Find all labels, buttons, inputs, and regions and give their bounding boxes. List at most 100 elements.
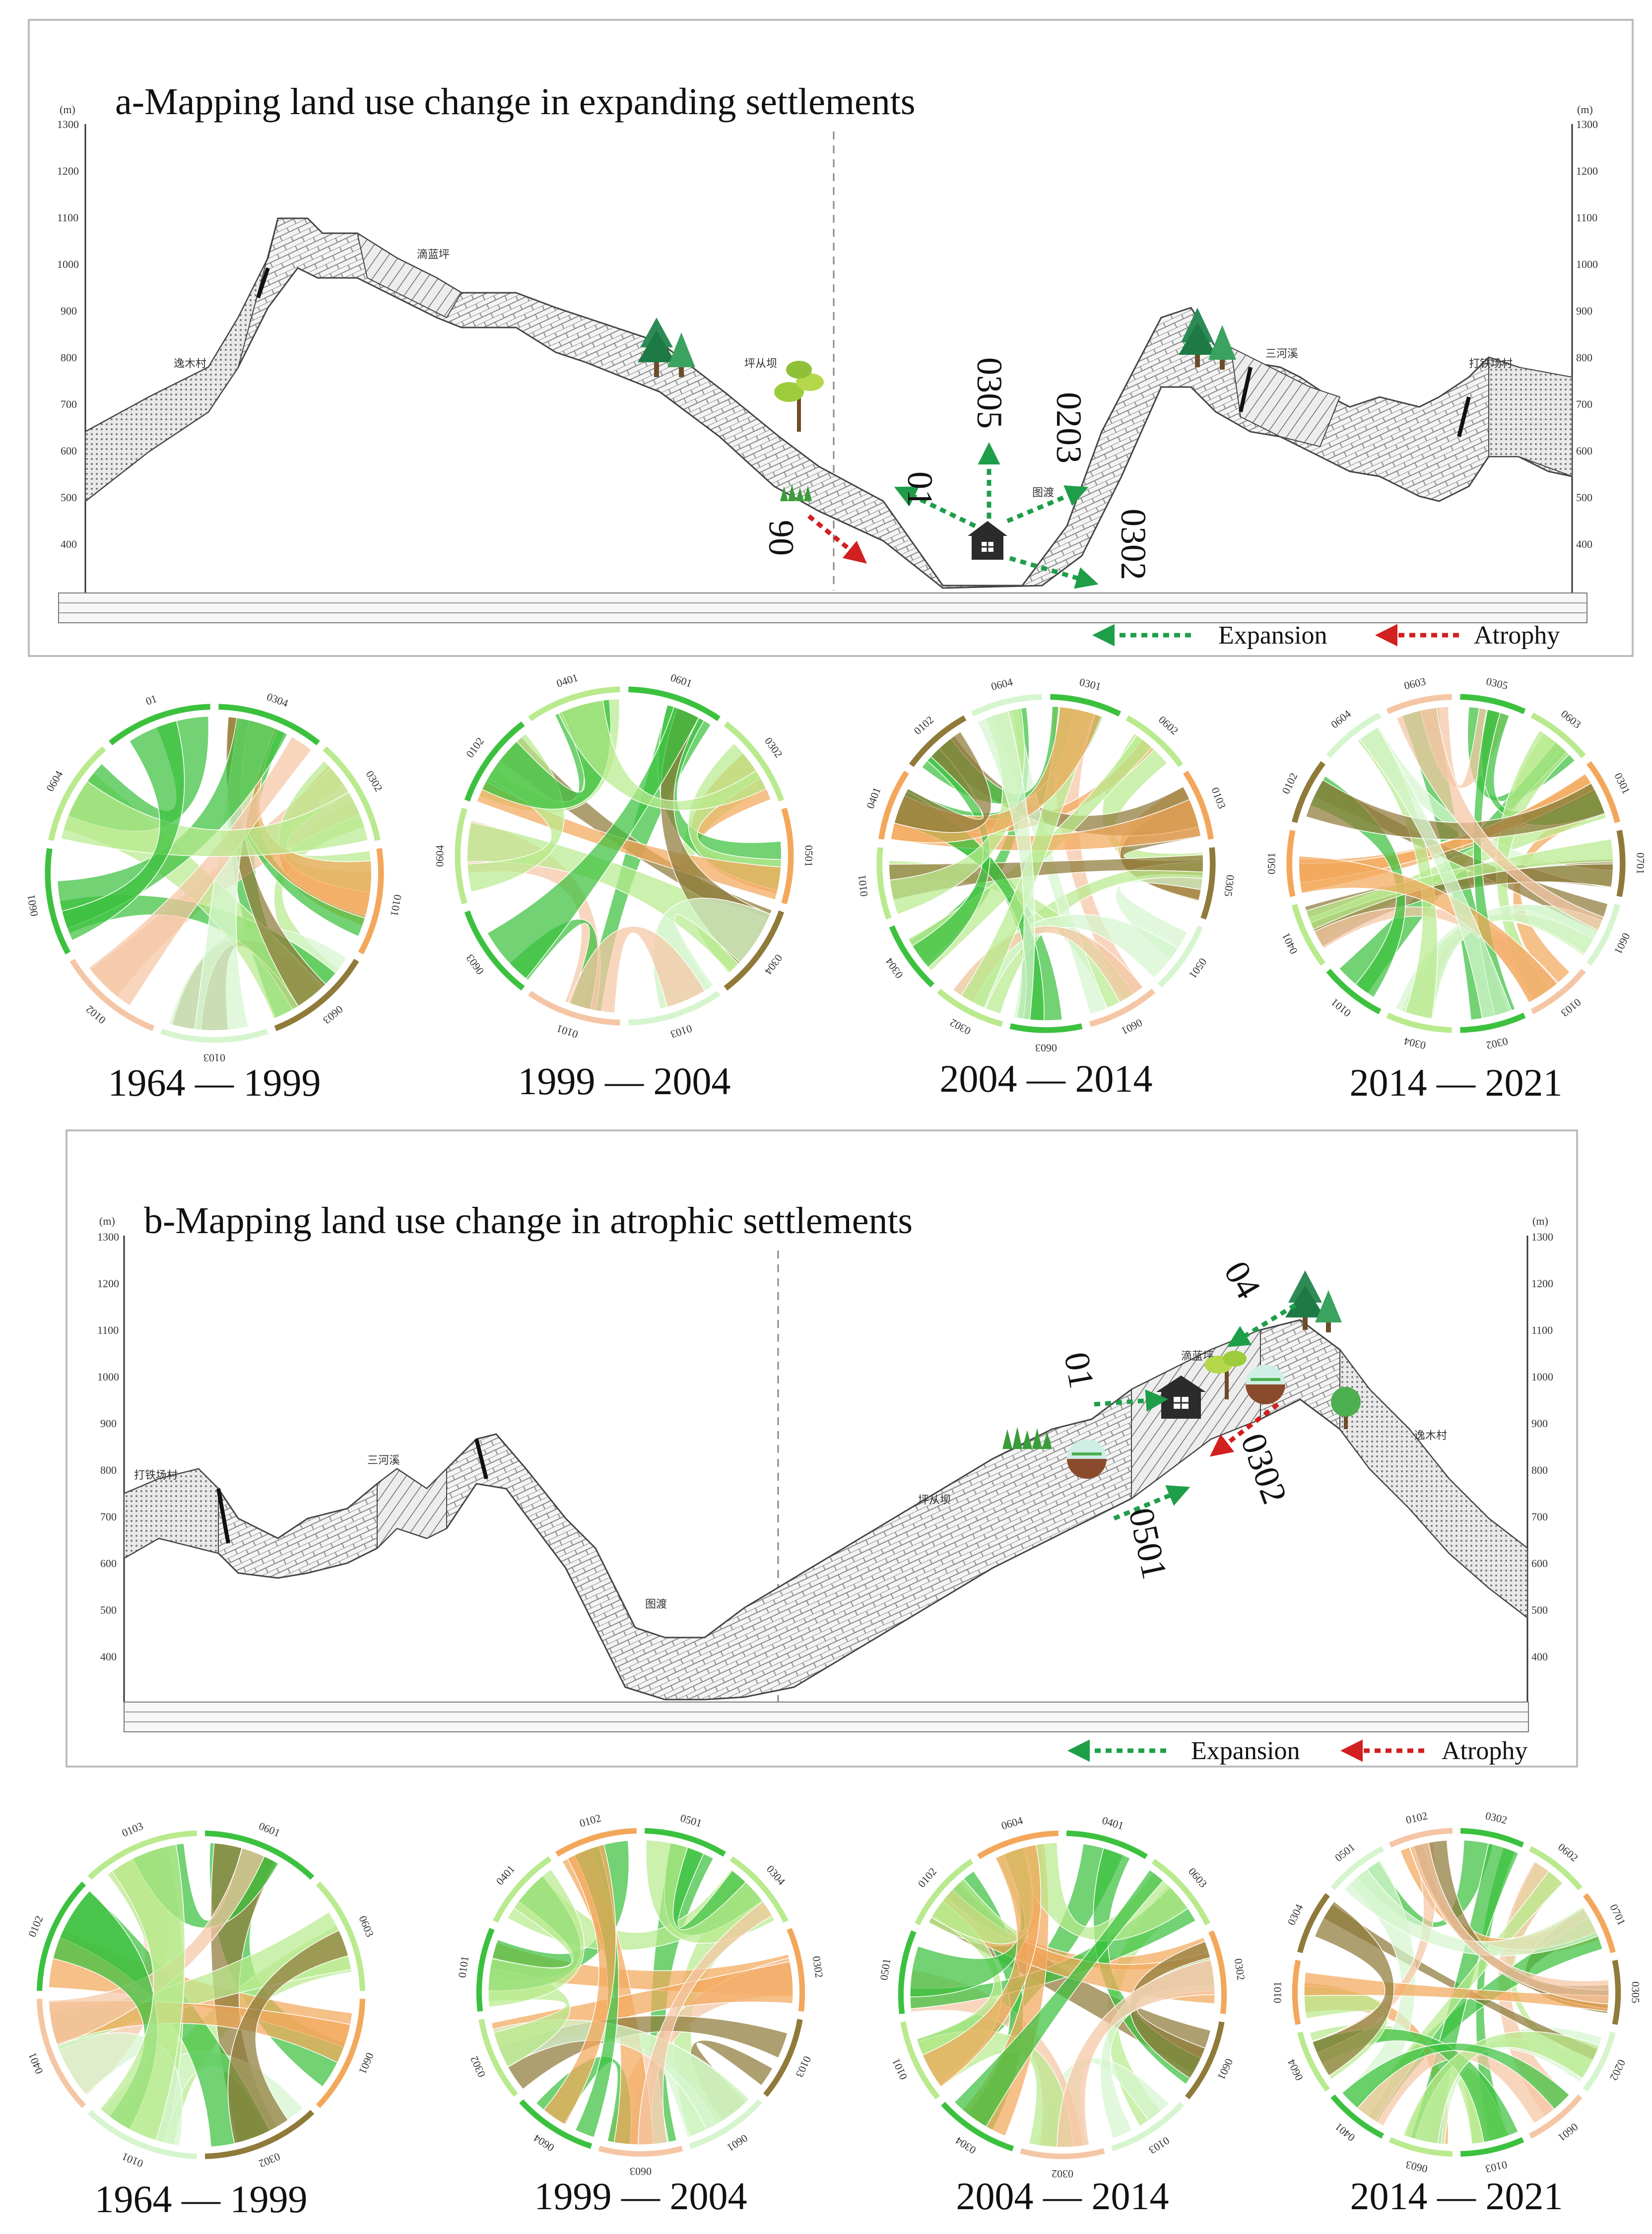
chord-group-arc [45, 848, 71, 955]
chord-group-arc [519, 2099, 593, 2149]
chord-ribbon [543, 1843, 616, 2125]
chord-group-label: 0103 [669, 1022, 694, 1041]
y-tick: 800 [61, 351, 77, 364]
arrow-code: 01 [1057, 1349, 1102, 1391]
y-tick: 600 [100, 1557, 117, 1570]
chord-group-label: 0304 [1285, 1902, 1306, 1927]
panel-b: b-Mapping land use change in atrophic se… [66, 1129, 1578, 1768]
chord-group-label: 0102 [1404, 1809, 1428, 1826]
legend-expansion-label: Expansion [1191, 1737, 1300, 1765]
chord-group-arc [1183, 771, 1214, 840]
chord-group-label: 0103 [203, 1052, 225, 1064]
chord-group-label: 0604 [1000, 1814, 1024, 1832]
chord-group-label: 0401 [555, 671, 580, 689]
y-tick: 500 [1531, 1604, 1548, 1616]
chord-group-arc [1612, 1960, 1621, 2025]
arrow-expansion-0203: 0203 [1006, 392, 1089, 524]
chord-ribbon [88, 736, 313, 1006]
chord-group-arc [763, 2019, 803, 2097]
chord-group-label: 0103 [1559, 996, 1584, 1019]
y-tick: 1200 [97, 1277, 119, 1290]
chord-group-label: 0604 [433, 845, 446, 867]
chord-group-label: 0603 [463, 952, 486, 977]
chord-group-arc [1530, 969, 1586, 1014]
y-tick: 900 [100, 1417, 117, 1430]
chord-group-arc [1330, 1846, 1384, 1891]
y-tick: 1100 [1531, 1324, 1553, 1336]
chord-group-arc [1460, 2137, 1524, 2157]
chord-group-arc [87, 2109, 198, 2160]
tree-icon [1179, 308, 1236, 370]
chord-ribbon [558, 700, 767, 811]
chord-ribbon [488, 1868, 585, 2008]
y-tick: 1300 [57, 118, 79, 131]
panel-b-title: b-Mapping land use change in atrophic se… [144, 1200, 913, 1242]
place-label: 图渡 [645, 1598, 667, 1610]
y-tick: 1200 [57, 165, 79, 177]
chord-group-arc [316, 1998, 366, 2108]
chord-group-arc [628, 990, 721, 1026]
arrow-code: 06 [761, 520, 801, 556]
chord-ribbon [1395, 707, 1604, 931]
chord-group-label: 0102 [463, 735, 486, 760]
chord-group-arc [724, 721, 785, 802]
chord-diagram-a-3: 0301 0602 0103 0305 0501 0601 0603 0302 0304 0101… [856, 675, 1237, 1054]
period-caption: 1999 — 2004 [534, 2174, 747, 2218]
house-icon [968, 521, 1007, 560]
period-caption: 2004 — 2014 [940, 1057, 1153, 1100]
chord-group-label: 0602 [1156, 714, 1181, 737]
y-tick: 600 [1576, 445, 1592, 457]
chord-group-label: 0604 [1285, 2057, 1306, 2082]
panel-a-title: a-Mapping land use change in expanding s… [115, 81, 915, 123]
y-tick: 1200 [1531, 1277, 1553, 1290]
chord-ribbon [645, 1840, 776, 1944]
tree-icon [1285, 1270, 1342, 1332]
chord-group-label: 0301 [1612, 771, 1633, 795]
place-label: 坪从坝 [918, 1494, 951, 1506]
chord-group-label: 0401 [1332, 2121, 1357, 2144]
legend-atrophy-label: Atrophy [1474, 621, 1560, 650]
chord-group-label: 0603 [321, 1003, 345, 1026]
period-caption: 2004 — 2014 [956, 2174, 1169, 2218]
chord-ribbon [922, 1844, 1042, 2088]
chord-group-arc [898, 1930, 917, 2014]
chord-group-arc [1200, 847, 1216, 920]
y-tick: 800 [1531, 1464, 1548, 1476]
chord-diagram-b-3: 0401 0603 0302 0601 0103 0302 0304 0101 0501 0102… [877, 1814, 1247, 2180]
panel-a-y-ticks-left: 1300 1200 1100 1000 900 800 700 600 500 … [57, 118, 79, 550]
legend-expansion-label: Expansion [1218, 621, 1327, 650]
chord-group-label: 0103 [793, 2054, 814, 2079]
place-label: 三河溪 [367, 1454, 400, 1466]
chord-group-label: 0304 [764, 1863, 788, 1888]
y-tick: 800 [1576, 351, 1592, 364]
y-tick: 400 [100, 1650, 117, 1663]
chord-group-arc [528, 990, 620, 1026]
chord-ribbon [61, 720, 185, 941]
chord-group-arc [1020, 2148, 1105, 2160]
chord-group-arc [204, 2109, 315, 2160]
chord-group-arc [1089, 988, 1156, 1027]
y-tick: 700 [100, 1511, 117, 1523]
chord-group-arc [1586, 904, 1620, 966]
chord-group-label: 0302 [1485, 1035, 1509, 1052]
place-label: 逸木村 [174, 357, 206, 370]
chord-diagram-a-4: 0305 0603 0301 0701 0601 0103 0302 0304 0101 0401… [1265, 675, 1647, 1052]
chord-group-label: 0604 [990, 675, 1014, 693]
period-captions-row-a: 1964 — 1999 1999 — 2004 2004 — 2014 2014… [108, 1057, 1563, 1104]
y-tick: 900 [61, 305, 77, 317]
grass-icon [780, 484, 812, 501]
chord-group-arc [48, 746, 106, 841]
panel-b-y-ticks-right: 1300 1200 1100 1000 900 800 700 600 500 … [1531, 1231, 1553, 1663]
chord-group-label: 0302 [762, 735, 785, 760]
chord-group-arc [1185, 2021, 1225, 2100]
y-tick: 1300 [1576, 118, 1598, 131]
y-tick: 1000 [1531, 1371, 1553, 1383]
tree-icon [638, 318, 695, 377]
chord-group-label: 0603 [1404, 2159, 1428, 2175]
period-caption: 1964 — 1999 [108, 1061, 321, 1104]
panel-a-y-ticks-right: 1300 1200 1100 1000 900 800 700 600 500 … [1576, 118, 1598, 550]
chord-ribbon [57, 717, 288, 929]
chord-group-label: 0604 [1328, 708, 1353, 731]
chord-ribbon [1343, 1868, 1599, 1957]
arrow-expansion-0305: 0305 [970, 357, 1009, 519]
